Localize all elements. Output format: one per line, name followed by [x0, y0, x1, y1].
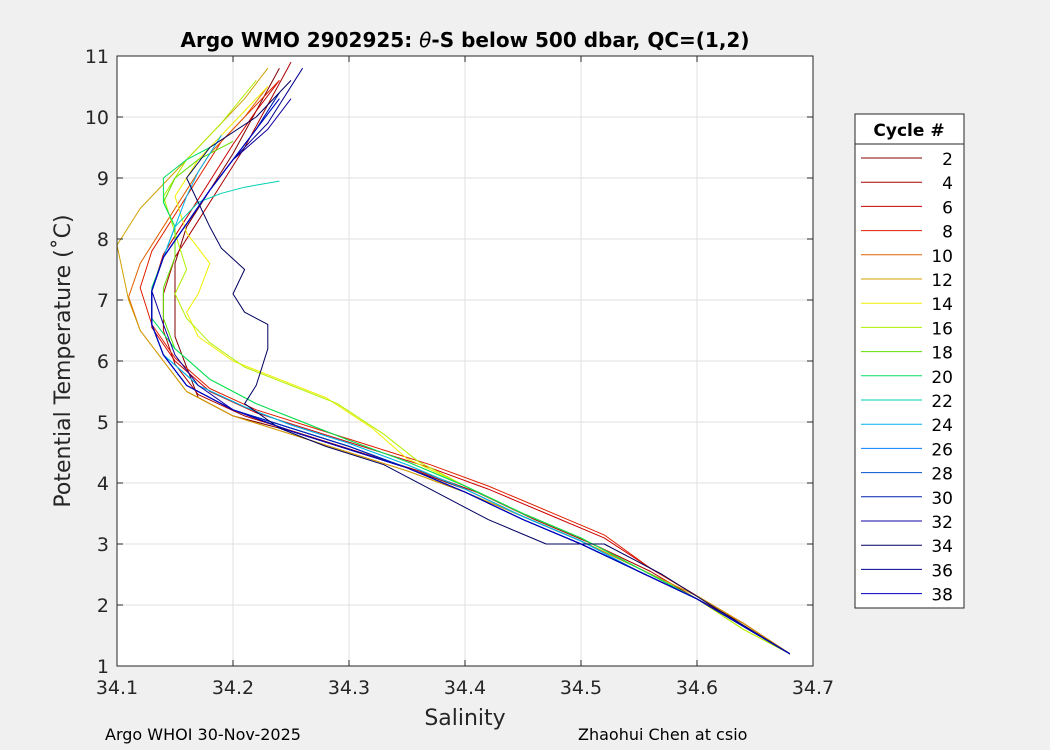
legend-label: 6 [942, 198, 953, 218]
x-tick-label: 34.1 [96, 677, 138, 699]
y-tick-label: 2 [97, 595, 109, 617]
y-tick-label: 6 [97, 351, 109, 373]
footer-right: Zhaohui Chen at csio [578, 725, 748, 744]
chart-title: Argo WMO 2902925: θ-S below 500 dbar, QC… [181, 28, 750, 52]
y-tick-label: 10 [85, 107, 109, 129]
series-line-cycle-34 [186, 80, 791, 655]
legend-label: 36 [931, 561, 953, 581]
legend-label: 12 [931, 271, 953, 291]
legend-label: 28 [931, 465, 953, 485]
footer-left: Argo WHOI 30-Nov-2025 [105, 725, 301, 744]
legend-label: 18 [931, 344, 953, 364]
legend-box [854, 113, 965, 609]
ticks: 34.1 34.2 34.3 34.4 34.5 34.6 34.7 1 2 3 4 5 6 7 8 9 10 1… [85, 46, 834, 699]
y-tick-label: 11 [85, 46, 109, 68]
legend-label: 24 [931, 416, 953, 436]
x-tick-label: 34.2 [212, 677, 254, 699]
series-line-cycle-8 [139, 80, 791, 655]
x-tick-label: 34.4 [444, 677, 486, 699]
series-group [116, 61, 791, 655]
y-axis-label: Potential Temperature (˚C) [51, 214, 76, 507]
y-tick-label: 9 [97, 168, 109, 190]
legend-label: 30 [931, 489, 953, 509]
series-line-cycle-6 [151, 80, 791, 655]
x-axis-label: Salinity [424, 706, 505, 731]
legend-label: 32 [931, 513, 953, 533]
y-tick-label: 3 [97, 534, 109, 556]
y-tick-label: 4 [97, 473, 109, 495]
x-tick-label: 34.7 [792, 677, 834, 699]
legend-label: 4 [942, 174, 953, 194]
series-line-cycle-38 [151, 98, 791, 655]
legend-label: 2 [942, 150, 953, 170]
legend-label: 38 [931, 586, 953, 606]
series-line-cycle-24 [151, 135, 791, 655]
y-tick-label: 7 [97, 290, 109, 312]
series-line-cycle-20 [151, 147, 791, 655]
legend-label: 14 [931, 295, 953, 315]
legend-label: 22 [931, 392, 953, 412]
x-tick-label: 34.6 [676, 677, 718, 699]
legend-label: 8 [942, 223, 953, 243]
x-tick-label: 34.5 [560, 677, 602, 699]
y-tick-label: 1 [97, 656, 109, 678]
legend-label: 16 [931, 319, 953, 339]
legend-label: 10 [931, 247, 953, 267]
legend: Cycle # 24681012141618202224262830323436… [854, 113, 965, 609]
x-tick-label: 34.3 [328, 677, 370, 699]
legend-label: 26 [931, 440, 953, 460]
y-tick-label: 8 [97, 229, 109, 251]
y-tick-label: 5 [97, 412, 109, 434]
legend-title: Cycle # [873, 121, 944, 141]
legend-label: 34 [931, 537, 953, 557]
legend-label: 20 [931, 368, 953, 388]
